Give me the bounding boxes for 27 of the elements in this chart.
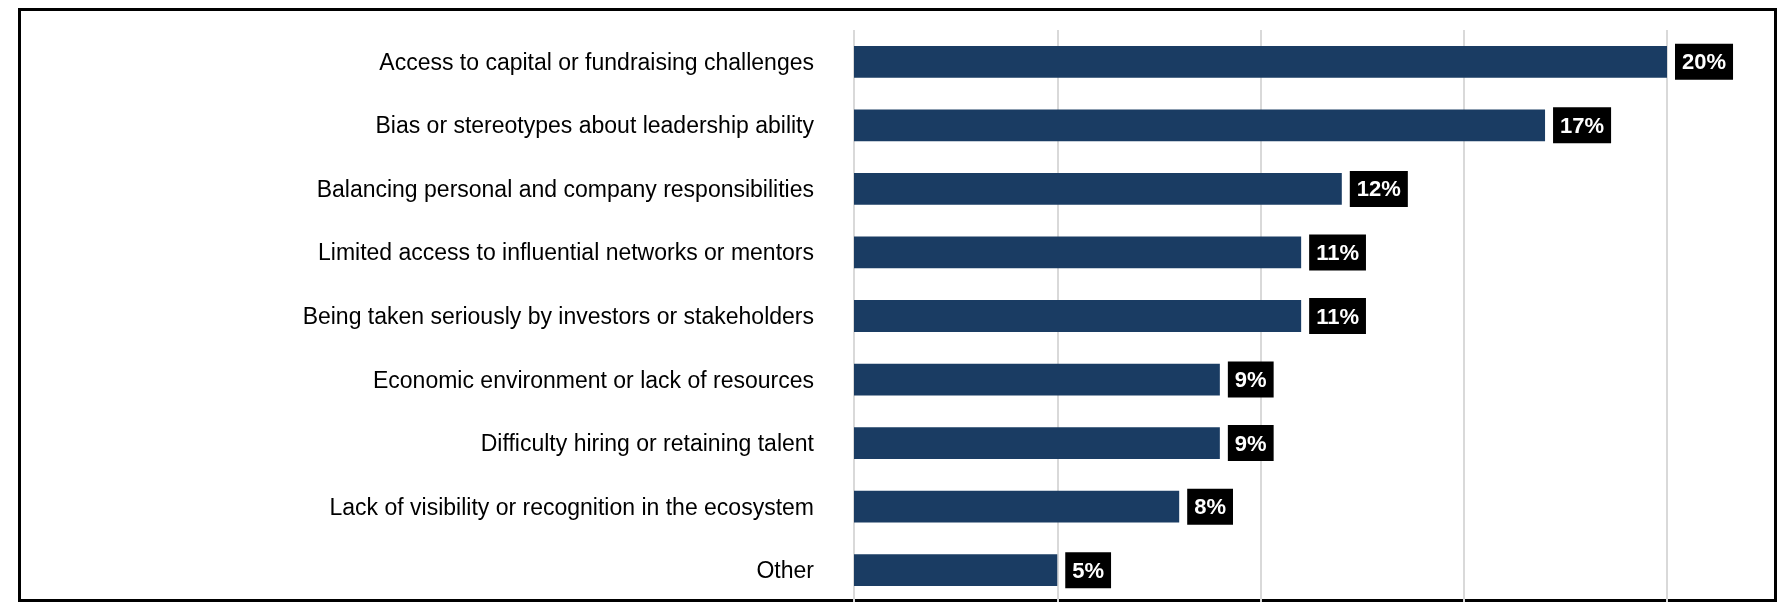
bar [854, 300, 1302, 332]
bar [854, 109, 1546, 142]
data-label: 9% [1234, 430, 1267, 456]
y-tick-label: Being taken seriously by investors or stakeholders [302, 303, 814, 329]
bar [854, 363, 1220, 396]
bar [854, 554, 1058, 587]
data-label: 5% [1072, 557, 1105, 583]
y-tick-label: Limited access to influential networks or mentors [318, 239, 814, 266]
bar [854, 490, 1180, 523]
y-tick-label: Other [756, 557, 815, 584]
y-tick-label: Bias or stereotypes about leadership ability [375, 112, 815, 139]
y-tick-label: Economic environment or lack of resources [372, 366, 814, 393]
data-label: 12% [1356, 176, 1401, 202]
bar [854, 173, 1342, 205]
data-label: 9% [1234, 367, 1267, 393]
bar [854, 45, 1667, 78]
data-label: 11% [1316, 303, 1359, 329]
data-label: 20% [1682, 49, 1727, 75]
y-tick-label: Access to capital or fundraising challenges [379, 48, 814, 75]
bar [854, 236, 1302, 269]
bar [854, 427, 1220, 459]
data-label: 17% [1560, 112, 1605, 138]
y-tick-label: Lack of visibility or recognition in the ecosystem [329, 493, 814, 520]
data-label: 8% [1194, 494, 1226, 520]
y-tick-label: Difficulty hiring or retaining talent [480, 430, 815, 457]
data-label: 11% [1316, 239, 1359, 265]
y-tick-label: Balancing personal and company responsibilities [316, 175, 814, 202]
